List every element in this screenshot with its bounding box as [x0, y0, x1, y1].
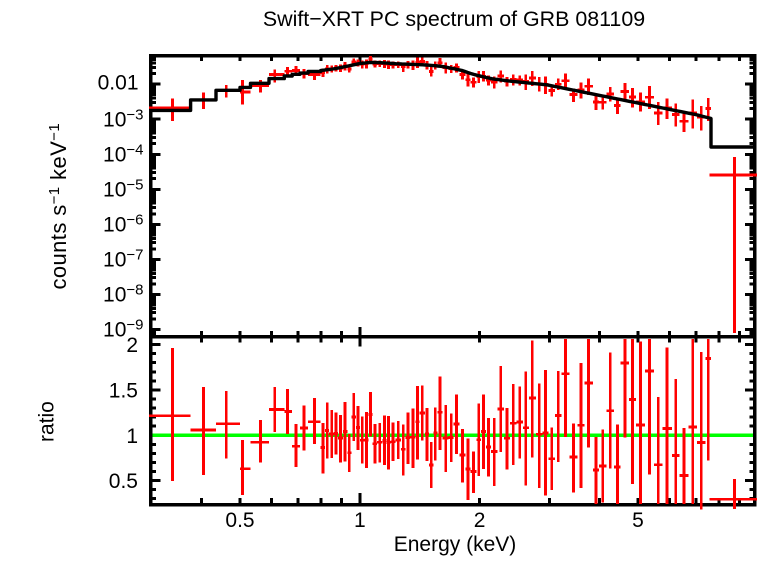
svg-text:2: 2 [474, 509, 486, 532]
svg-text:0.5: 0.5 [109, 470, 138, 493]
svg-text:0.5: 0.5 [225, 509, 254, 532]
svg-text:1: 1 [354, 509, 366, 532]
svg-text:10−8: 10−8 [103, 282, 143, 307]
svg-text:5: 5 [632, 509, 644, 532]
svg-text:2: 2 [126, 334, 138, 357]
svg-text:Swift−XRT PC spectrum of GRB 0: Swift−XRT PC spectrum of GRB 081109 [263, 7, 645, 31]
svg-text:counts s−1 keV−1: counts s−1 keV−1 [46, 123, 71, 290]
svg-text:1.5: 1.5 [109, 380, 138, 403]
svg-text:0.01: 0.01 [98, 72, 139, 95]
svg-text:Energy (keV): Energy (keV) [394, 533, 517, 556]
svg-text:ratio: ratio [36, 401, 59, 442]
svg-text:1: 1 [126, 425, 138, 448]
svg-text:10−3: 10−3 [103, 106, 143, 131]
